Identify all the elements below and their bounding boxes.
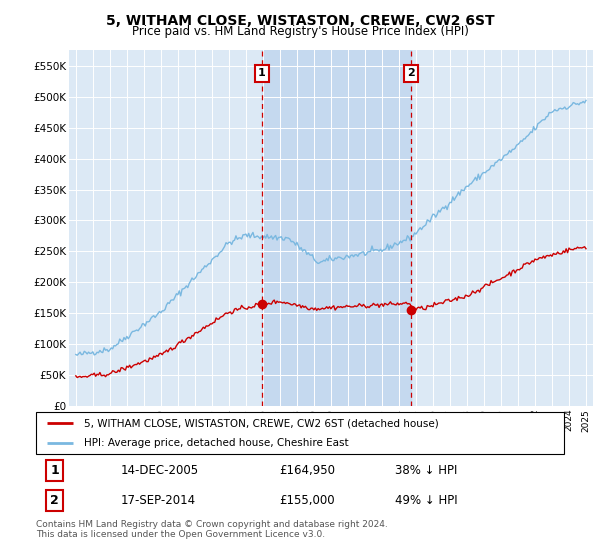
Text: £155,000: £155,000: [279, 493, 335, 507]
Text: HPI: Average price, detached house, Cheshire East: HPI: Average price, detached house, Ches…: [83, 438, 348, 448]
Text: Contains HM Land Registry data © Crown copyright and database right 2024.
This d: Contains HM Land Registry data © Crown c…: [36, 520, 388, 539]
Text: 2: 2: [407, 68, 415, 78]
Text: 1: 1: [258, 68, 266, 78]
Text: 5, WITHAM CLOSE, WISTASTON, CREWE, CW2 6ST (detached house): 5, WITHAM CLOSE, WISTASTON, CREWE, CW2 6…: [83, 418, 438, 428]
Text: 49% ↓ HPI: 49% ↓ HPI: [395, 493, 458, 507]
Text: 14-DEC-2005: 14-DEC-2005: [121, 464, 199, 477]
Text: 2: 2: [50, 493, 59, 507]
Text: £164,950: £164,950: [279, 464, 335, 477]
Text: 5, WITHAM CLOSE, WISTASTON, CREWE, CW2 6ST: 5, WITHAM CLOSE, WISTASTON, CREWE, CW2 6…: [106, 14, 494, 28]
Text: 38% ↓ HPI: 38% ↓ HPI: [395, 464, 457, 477]
Bar: [262, 50, 411, 406]
Text: Price paid vs. HM Land Registry's House Price Index (HPI): Price paid vs. HM Land Registry's House …: [131, 25, 469, 38]
Text: 17-SEP-2014: 17-SEP-2014: [121, 493, 196, 507]
Text: 1: 1: [50, 464, 59, 477]
